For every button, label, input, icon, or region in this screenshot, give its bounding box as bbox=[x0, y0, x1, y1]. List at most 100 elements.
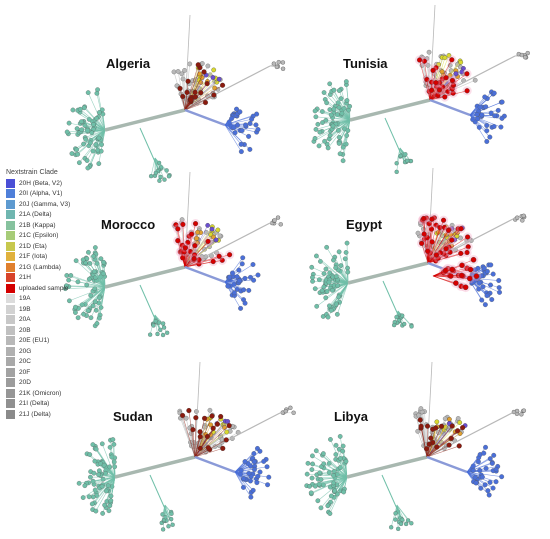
tip-node bbox=[189, 231, 195, 237]
tip-node bbox=[398, 521, 404, 527]
tip-node bbox=[402, 321, 407, 327]
tip-node bbox=[202, 415, 208, 421]
legend-swatch bbox=[6, 409, 15, 419]
tip-node bbox=[205, 223, 211, 228]
tip-node bbox=[171, 69, 177, 75]
tip-node bbox=[94, 115, 99, 121]
tip-node bbox=[484, 293, 490, 299]
branch bbox=[194, 415, 213, 458]
tip-node bbox=[191, 256, 197, 262]
tip-node bbox=[155, 331, 160, 337]
branch bbox=[194, 416, 221, 458]
branch bbox=[83, 129, 106, 145]
branch bbox=[194, 417, 197, 458]
tip-node bbox=[482, 302, 488, 308]
tip-node bbox=[488, 282, 493, 288]
tip-node bbox=[484, 139, 490, 144]
tip-node bbox=[318, 505, 324, 511]
tip-node bbox=[274, 64, 280, 70]
tip-node bbox=[280, 66, 286, 71]
panel-sudan-tree bbox=[76, 361, 296, 532]
tip-node bbox=[280, 60, 286, 65]
tip-node bbox=[421, 231, 427, 237]
tip-node bbox=[327, 511, 333, 516]
branch bbox=[184, 256, 220, 268]
tip-node bbox=[338, 456, 343, 461]
legend-item: 20F bbox=[6, 367, 96, 378]
tip-node bbox=[470, 257, 477, 263]
legend-title: Nextstrain Clade bbox=[6, 169, 58, 176]
tip-node bbox=[84, 282, 90, 288]
tip-node bbox=[151, 323, 156, 328]
tip-node bbox=[278, 222, 283, 227]
tip-node bbox=[309, 264, 315, 270]
tip-node bbox=[495, 107, 501, 113]
legend-item: 20C bbox=[6, 357, 96, 368]
branch bbox=[421, 243, 429, 264]
branch bbox=[429, 85, 454, 101]
tip-node bbox=[211, 92, 217, 98]
tip-node bbox=[336, 105, 342, 110]
tip-node bbox=[195, 229, 200, 235]
tip-node bbox=[341, 489, 347, 495]
branch bbox=[467, 277, 488, 296]
legend-label: 21J (Delta) bbox=[19, 410, 51, 418]
tip-node bbox=[323, 295, 329, 301]
tip-node bbox=[459, 69, 465, 75]
legend-item: 21C (Epsilon) bbox=[6, 231, 96, 242]
tip-node bbox=[331, 106, 337, 112]
legend-label: 21G (Lambda) bbox=[19, 263, 61, 271]
tip-node bbox=[447, 416, 452, 422]
tip-node bbox=[323, 117, 329, 123]
branch bbox=[396, 504, 412, 524]
branch bbox=[92, 444, 116, 478]
tip-node bbox=[315, 498, 321, 504]
branch bbox=[234, 469, 255, 473]
tip-node bbox=[238, 141, 244, 147]
branch bbox=[312, 463, 348, 478]
branch bbox=[154, 157, 170, 177]
tip-node bbox=[473, 480, 479, 486]
branch bbox=[329, 119, 351, 136]
tip-node bbox=[215, 227, 221, 233]
branch bbox=[432, 73, 457, 97]
branch bbox=[70, 275, 106, 288]
branch bbox=[339, 119, 351, 138]
tip-node bbox=[188, 97, 194, 103]
legend-label: 20G bbox=[19, 347, 32, 355]
tip-node bbox=[321, 451, 326, 456]
branch bbox=[224, 118, 252, 126]
branch bbox=[317, 108, 351, 121]
tip-node bbox=[84, 158, 90, 163]
tip-node bbox=[183, 415, 189, 421]
tip-node bbox=[453, 71, 459, 76]
tip-node bbox=[169, 511, 174, 516]
branch bbox=[467, 277, 499, 281]
branch bbox=[327, 476, 348, 506]
tip-node bbox=[236, 267, 242, 273]
branch bbox=[224, 278, 246, 283]
legend-swatch bbox=[6, 346, 15, 356]
branch bbox=[396, 504, 403, 520]
branch bbox=[337, 282, 349, 315]
tip-node bbox=[465, 244, 471, 250]
tip-node bbox=[417, 417, 423, 423]
branch bbox=[194, 436, 201, 458]
tip-node bbox=[337, 434, 343, 439]
tip-node bbox=[428, 435, 434, 441]
branch bbox=[65, 286, 106, 289]
tip-node bbox=[426, 441, 432, 447]
branch bbox=[154, 157, 159, 172]
branch bbox=[184, 251, 191, 268]
tip-node bbox=[91, 253, 96, 259]
legend-item: 19B bbox=[6, 304, 96, 315]
tip-node bbox=[327, 303, 332, 309]
trunk-branch bbox=[346, 455, 428, 479]
branch bbox=[427, 220, 444, 264]
branch bbox=[420, 426, 428, 458]
branch bbox=[393, 310, 399, 326]
tip-node bbox=[195, 62, 201, 68]
tip-node bbox=[91, 269, 97, 275]
legend-item: 20I (Alpha, V1) bbox=[6, 189, 96, 200]
tip-node bbox=[337, 151, 343, 157]
